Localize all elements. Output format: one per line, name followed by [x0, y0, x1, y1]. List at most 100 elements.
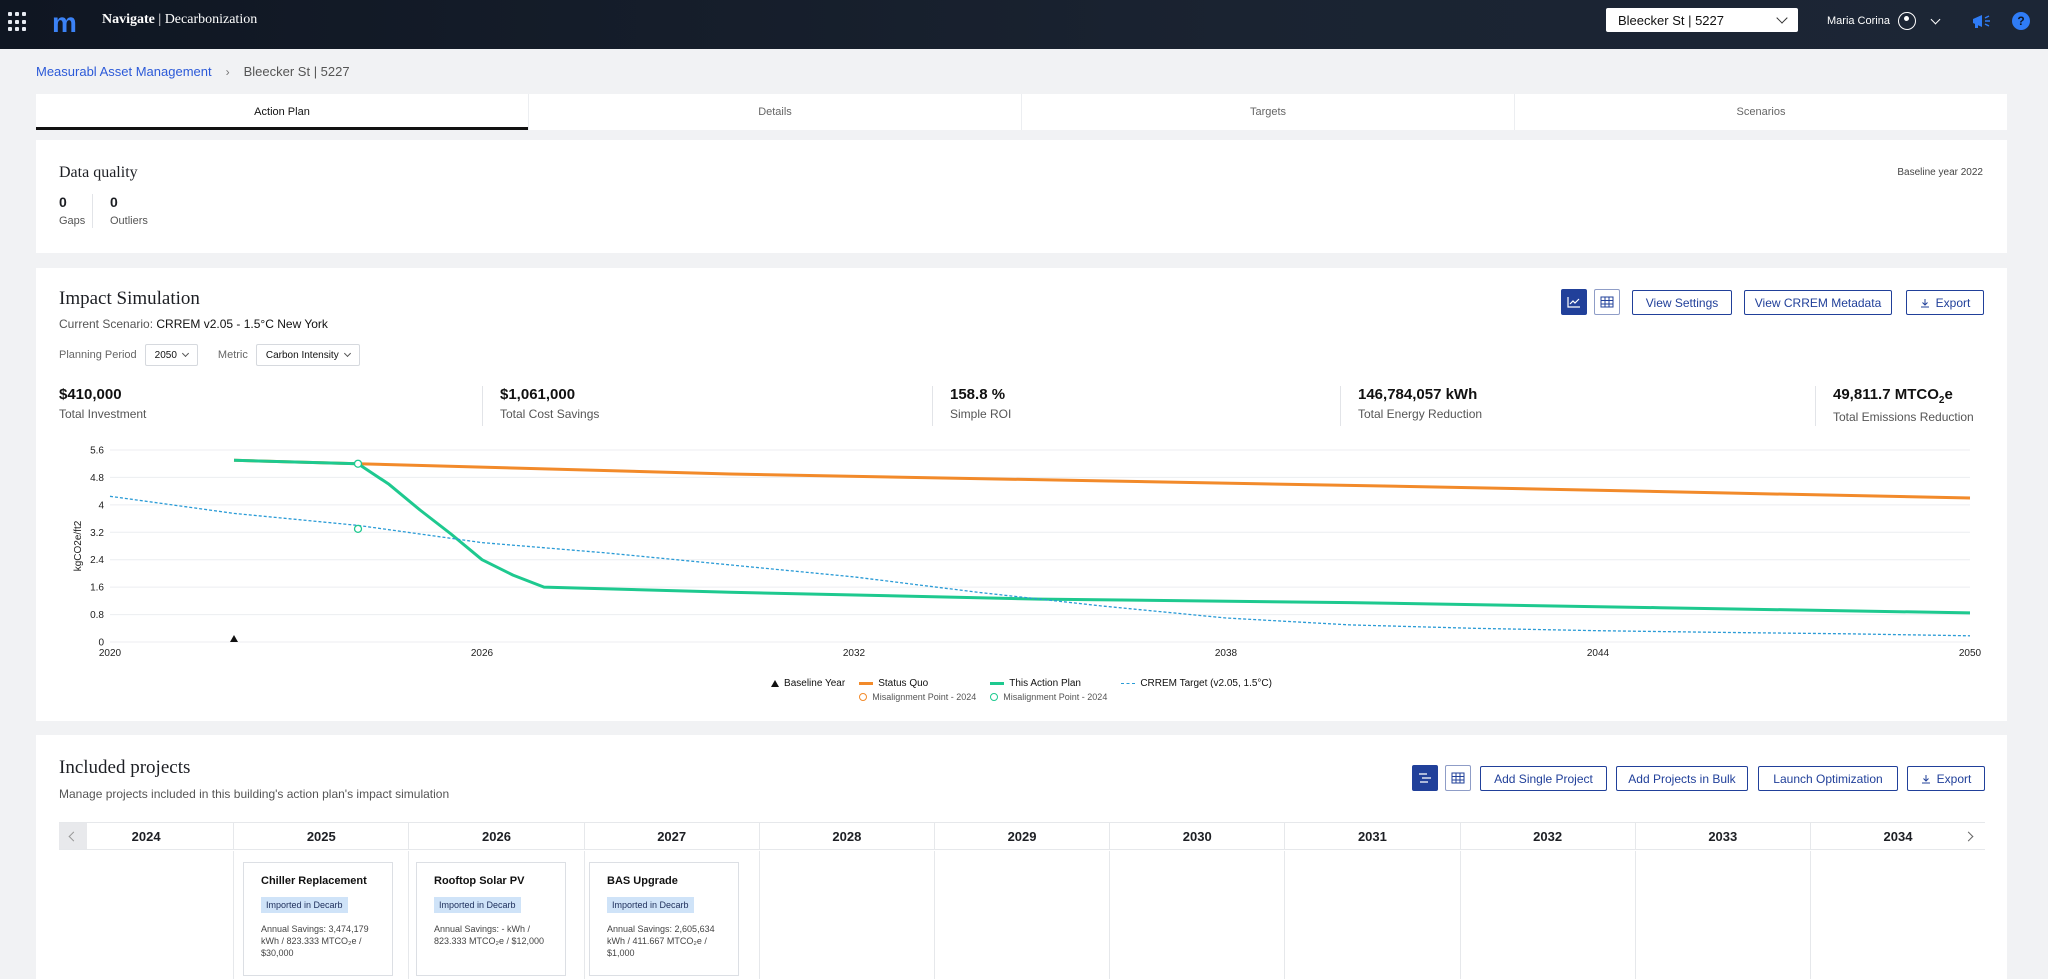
building-select[interactable]: Bleecker St | 5227 — [1606, 8, 1798, 32]
carbon-intensity-chart: 0 0.8 1.6 2.4 3.2 4 4.8 5.6 2020 2026 2032 2038 2044… — [73, 446, 1982, 660]
app-grid-icon[interactable] — [8, 12, 28, 32]
legend-action-plan[interactable]: This Action Plan Misalignment Point - 20… — [990, 678, 1107, 702]
year-2025: 2025 — [234, 823, 410, 849]
help-icon[interactable]: ? — [2012, 12, 2030, 30]
breadcrumb-root-link[interactable]: Measurabl Asset Management — [36, 64, 212, 79]
imported-badge: Imported in Decarb — [261, 897, 348, 913]
kpi-total-energy-reduction: 146,784,057 kWh Total Energy Reduction — [1358, 386, 1483, 421]
data-quality-card: Data quality Baseline year 2022 0 Gaps 0… — [36, 140, 2007, 253]
year-2032: 2032 — [1461, 823, 1636, 849]
tab-details[interactable]: Details — [529, 94, 1022, 130]
kpi-total-cost-savings: $1,061,000 Total Cost Savings — [500, 386, 600, 421]
planning-period-select[interactable]: 2050 — [144, 344, 198, 366]
project-savings: Annual Savings: 2,605,634 kWh / 411.667 … — [607, 924, 715, 958]
timeline-year-header: 2024 2025 2026 2027 2028 2029 2030 2031 … — [59, 822, 1985, 850]
timeline-prev-button[interactable] — [59, 823, 87, 849]
imported-badge: Imported in Decarb — [607, 897, 694, 913]
divider — [1815, 386, 1816, 426]
x-tick-label: 2026 — [471, 648, 494, 659]
divider — [92, 194, 93, 228]
metric-label: Metric — [217, 349, 248, 361]
baseline-year: Baseline year 2022 — [1897, 167, 1983, 178]
add-single-project-button[interactable]: Add Single Project — [1480, 766, 1607, 791]
year-2030: 2030 — [1110, 823, 1286, 849]
tab-targets[interactable]: Targets — [1022, 94, 1515, 130]
divider — [1340, 386, 1341, 426]
project-savings: Annual Savings: - kWh / 823.333 MTCO₂e /… — [434, 924, 545, 946]
timeline-next-button[interactable] — [1954, 823, 1982, 849]
x-tick-label: 2032 — [843, 648, 866, 659]
y-tick-label: 4.8 — [90, 473, 104, 484]
y-tick-label: 0.8 — [90, 610, 104, 621]
project-savings: Annual Savings: 3,474,179 kWh / 823.333 … — [261, 924, 369, 958]
outliers-label: Outliers — [110, 215, 148, 227]
table-view-toggle[interactable] — [1594, 289, 1620, 315]
scenario-value: CRREM v2.05 - 1.5°C New York — [156, 317, 328, 331]
chevron-down-icon — [1776, 12, 1788, 24]
chevron-right-icon — [1963, 831, 1973, 841]
megaphone-icon[interactable] — [1971, 13, 1991, 29]
crrem-target-line — [109, 495, 1971, 637]
baseline-year-marker — [230, 635, 238, 642]
y-axis-label: kgCO2e/ft2 — [73, 520, 84, 571]
year-2033: 2033 — [1636, 823, 1811, 849]
measurabl-logo[interactable]: m — [52, 7, 77, 38]
project-name: Chiller Replacement — [261, 875, 367, 887]
breadcrumb-current: Bleecker St | 5227 — [243, 64, 350, 79]
current-scenario: Current Scenario: CRREM v2.05 - 1.5°C Ne… — [59, 317, 328, 331]
year-2029: 2029 — [935, 823, 1111, 849]
user-menu[interactable]: Maria Corina — [1827, 12, 1941, 30]
x-tick-label: 2044 — [1587, 648, 1610, 659]
metric-select[interactable]: Carbon Intensity — [255, 344, 360, 366]
x-tick-label: 2038 — [1215, 648, 1238, 659]
year-2028: 2028 — [760, 823, 935, 849]
y-tick-label: 4 — [98, 500, 104, 511]
chart-legend: Baseline Year Status Quo Misalignment Po… — [36, 678, 2007, 702]
misalignment-point — [353, 459, 363, 468]
project-card-rooftop-solar[interactable]: Rooftop Solar PV Imported in Decarb Annu… — [416, 862, 566, 976]
project-card-bas-upgrade[interactable]: BAS Upgrade Imported in Decarb Annual Sa… — [589, 862, 739, 976]
view-settings-button[interactable]: View Settings — [1632, 290, 1732, 315]
tab-scenarios[interactable]: Scenarios — [1736, 106, 1786, 118]
divider — [482, 386, 483, 426]
kpi-total-investment: $410,000 Total Investment — [59, 386, 147, 421]
chart-view-toggle[interactable] — [1561, 289, 1587, 315]
chevron-down-icon — [181, 349, 189, 358]
year-2034: 2034 — [1883, 828, 1913, 844]
projects-table-view-toggle[interactable] — [1445, 765, 1471, 791]
simulation-filters: Planning Period 2050 Metric Carbon Inten… — [59, 344, 360, 366]
divider — [932, 386, 933, 426]
tab-action-plan[interactable]: Action Plan — [36, 94, 529, 130]
kpi-total-emissions-reduction: 49,811.7 MTCO2e Total Emissions Reductio… — [1833, 386, 1974, 424]
included-projects-title: Included projects — [59, 757, 191, 778]
x-tick-label: 2050 — [1959, 648, 1982, 659]
project-name: Rooftop Solar PV — [434, 875, 525, 887]
download-icon — [1921, 774, 1930, 783]
outliers-stat[interactable]: 0 Outliers — [110, 194, 148, 227]
top-bar: m Navigate | Decarbonization Bleecker St… — [0, 0, 2048, 49]
outliers-value: 0 — [110, 194, 118, 210]
triangle-marker-icon — [771, 680, 780, 687]
x-tick-label: 2020 — [99, 648, 122, 659]
launch-optimization-button[interactable]: Launch Optimization — [1758, 766, 1898, 791]
add-projects-in-bulk-button[interactable]: Add Projects in Bulk — [1616, 766, 1748, 791]
data-quality-title: Data quality — [59, 164, 138, 181]
building-select-value: Bleecker St | 5227 — [1618, 12, 1724, 28]
timeline-view-toggle[interactable] — [1412, 765, 1438, 791]
app-name: Navigate | Decarbonization — [102, 12, 258, 27]
legend-status-quo[interactable]: Status Quo Misalignment Point - 2024 — [859, 678, 976, 702]
legend-crrem-target[interactable]: CRREM Target (v2.05, 1.5°C) — [1121, 678, 1272, 702]
status-quo-line — [233, 458, 1971, 500]
timeline-columns — [59, 851, 1985, 979]
gaps-stat[interactable]: 0 Gaps — [59, 194, 85, 227]
table-icon — [1451, 772, 1465, 784]
gaps-label: Gaps — [59, 215, 86, 227]
breadcrumb: Measurabl Asset Management › Bleecker St… — [36, 64, 350, 79]
action-plan-line — [233, 458, 1971, 615]
legend-baseline-year[interactable]: Baseline Year — [771, 678, 845, 702]
view-crrem-metadata-button[interactable]: View CRREM Metadata — [1744, 290, 1892, 315]
export-button[interactable]: Export — [1906, 290, 1984, 315]
chevron-down-icon — [343, 349, 351, 358]
project-card-chiller-replacement[interactable]: Chiller Replacement Imported in Decarb A… — [243, 862, 393, 976]
projects-export-button[interactable]: Export — [1907, 766, 1985, 791]
